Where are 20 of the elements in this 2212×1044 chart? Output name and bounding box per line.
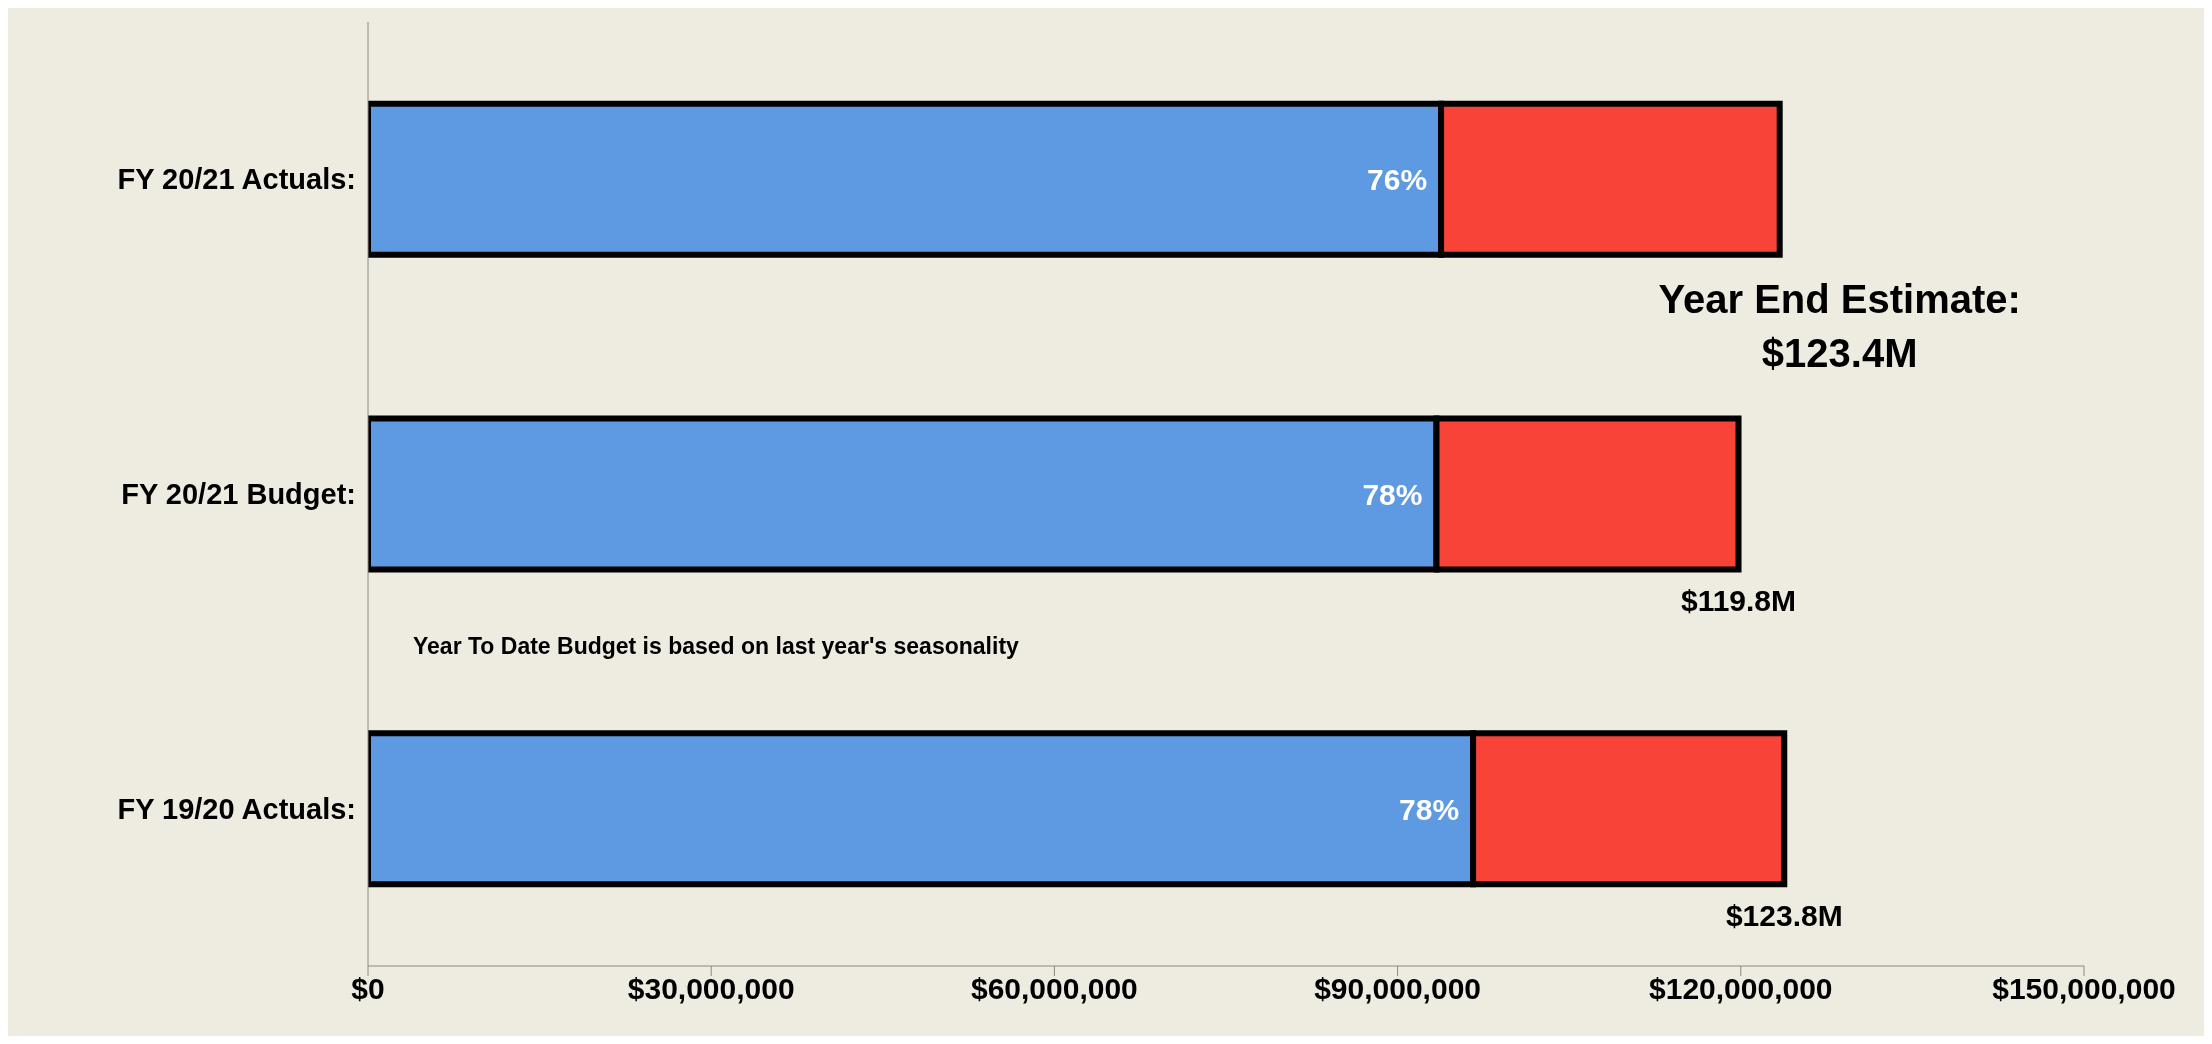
x-tick-label: $120,000,000: [1649, 972, 1833, 1006]
annotation: Year End Estimate:: [1658, 276, 2021, 321]
x-tick-label: $150,000,000: [1992, 972, 2176, 1006]
y-tick-label: FY 20/21 Actuals: [117, 163, 347, 196]
annotation: Year To Date Budget is based on last year's seasonality: [413, 633, 1019, 661]
annotation: 78%: [1362, 477, 1423, 511]
x-tick-label: $30,000,000: [627, 972, 795, 1006]
total-label: $123.4M: [1761, 330, 1918, 375]
y-tick-label: FY 19/20 Actuals: [117, 792, 347, 825]
annotation: 76%: [1367, 163, 1428, 197]
text: :: [346, 163, 356, 196]
total-label: $119.8M: [1680, 584, 1797, 618]
annotation: 78%: [1399, 792, 1460, 826]
text: :: [346, 478, 356, 510]
x-tick-label: $90,000,000: [1314, 972, 1482, 1006]
text: :: [346, 792, 356, 825]
x-tick-label: $0: [351, 972, 385, 1006]
y-tick-label: FY 20/21 Budget: [121, 478, 347, 510]
x-tick-label: $60,000,000: [970, 972, 1138, 1006]
total-label: $123.8M: [1725, 899, 1843, 933]
